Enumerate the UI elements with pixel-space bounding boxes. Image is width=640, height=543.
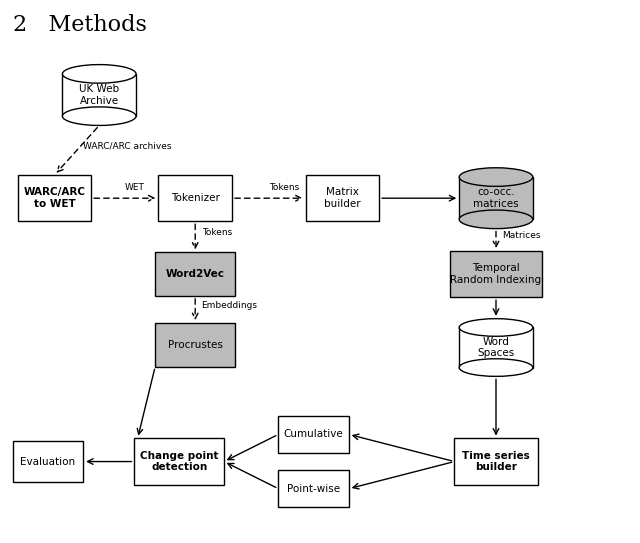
Text: Procrustes: Procrustes (168, 340, 223, 350)
Bar (63, 74, 136, 116)
Text: Temporal
Random Indexing: Temporal Random Indexing (451, 263, 541, 285)
Ellipse shape (460, 359, 532, 376)
Text: Word
Spaces: Word Spaces (477, 337, 515, 358)
Text: 2   Methods: 2 Methods (13, 14, 147, 36)
Text: Tokens: Tokens (269, 182, 299, 192)
Bar (13, 441, 83, 482)
Bar (306, 175, 380, 222)
Bar (278, 416, 349, 453)
Text: Tokens: Tokens (202, 228, 232, 237)
Text: Change point
detection: Change point detection (140, 451, 218, 472)
Text: Cumulative: Cumulative (284, 430, 344, 439)
Text: Point-wise: Point-wise (287, 484, 340, 494)
Bar (460, 177, 533, 219)
Text: Word2Vec: Word2Vec (166, 269, 225, 279)
Text: Evaluation: Evaluation (20, 457, 76, 466)
Text: Matrices: Matrices (502, 231, 541, 240)
Text: UK Web
Archive: UK Web Archive (79, 84, 119, 106)
Bar (450, 251, 543, 298)
Text: Embeddings: Embeddings (202, 300, 258, 310)
Ellipse shape (63, 65, 136, 83)
Text: Time series
builder: Time series builder (462, 451, 530, 472)
Ellipse shape (460, 168, 532, 186)
Text: WARC/ARC archives: WARC/ARC archives (83, 141, 172, 150)
Ellipse shape (460, 319, 532, 336)
Text: WARC/ARC
to WET: WARC/ARC to WET (24, 187, 85, 209)
Bar (454, 439, 538, 485)
Text: co-occ.
matrices: co-occ. matrices (473, 187, 519, 209)
Bar (155, 323, 236, 367)
Text: WET: WET (125, 182, 145, 192)
Ellipse shape (63, 107, 136, 125)
Text: Matrix
builder: Matrix builder (324, 187, 361, 209)
Bar (159, 175, 232, 222)
Bar (155, 252, 236, 296)
Bar (278, 470, 349, 507)
Bar (134, 439, 224, 485)
Bar (460, 327, 533, 368)
Text: Tokenizer: Tokenizer (171, 193, 220, 203)
Bar (18, 175, 92, 222)
Ellipse shape (460, 210, 532, 229)
